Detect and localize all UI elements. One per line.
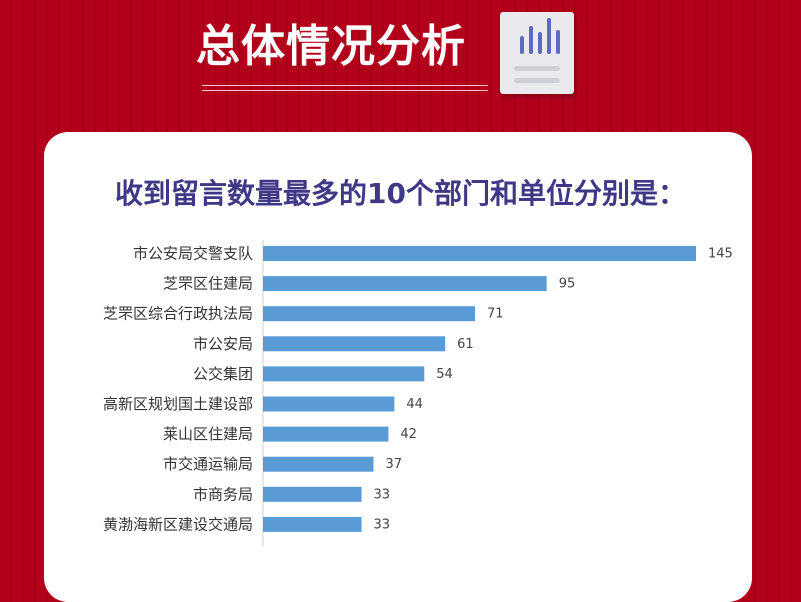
value-label: 95: [559, 277, 576, 292]
page-title: 总体情况分析: [196, 21, 466, 72]
bar: [263, 396, 395, 412]
value-label: 61: [457, 337, 474, 352]
category-label: 市公安局交警支队: [133, 245, 253, 263]
bar: [263, 366, 425, 382]
bar: [263, 426, 389, 442]
value-label: 33: [374, 487, 391, 502]
bar: [263, 246, 696, 261]
category-label: 市商务局: [193, 485, 253, 503]
category-label: 莱山区住建局: [163, 425, 253, 443]
chart-title: 收到留言数量最多的10个部门和单位分别是：: [115, 177, 686, 210]
bar-chart-document-icon: [500, 12, 574, 94]
category-label: 公交集团: [193, 365, 253, 383]
bar: [263, 276, 547, 292]
value-label: 44: [406, 397, 423, 412]
bar: [263, 336, 446, 352]
category-label: 高新区规划国土建设部: [103, 395, 253, 413]
bar-chart: 市公安局交警支队 145 芝罘区住建局 95 芝罘区综合行政执法局 71 市公安局 61 公交集…: [103, 240, 733, 547]
category-label: 市公安局: [193, 335, 253, 353]
category-label: 市交通运输局: [163, 455, 253, 473]
value-label: 33: [374, 517, 391, 532]
value-label: 37: [385, 457, 402, 472]
category-label: 黄渤海新区建设交通局: [103, 515, 253, 533]
bar: [263, 516, 362, 532]
bar: [263, 456, 374, 472]
value-label: 54: [436, 367, 453, 382]
title-underline: [202, 85, 488, 91]
value-label: 42: [400, 427, 417, 442]
value-label: 71: [487, 307, 504, 322]
category-label: 芝罘区住建局: [163, 275, 253, 293]
bar: [263, 486, 362, 502]
value-label: 145: [708, 247, 733, 262]
category-label: 芝罘区综合行政执法局: [103, 305, 253, 323]
bar: [263, 306, 476, 322]
